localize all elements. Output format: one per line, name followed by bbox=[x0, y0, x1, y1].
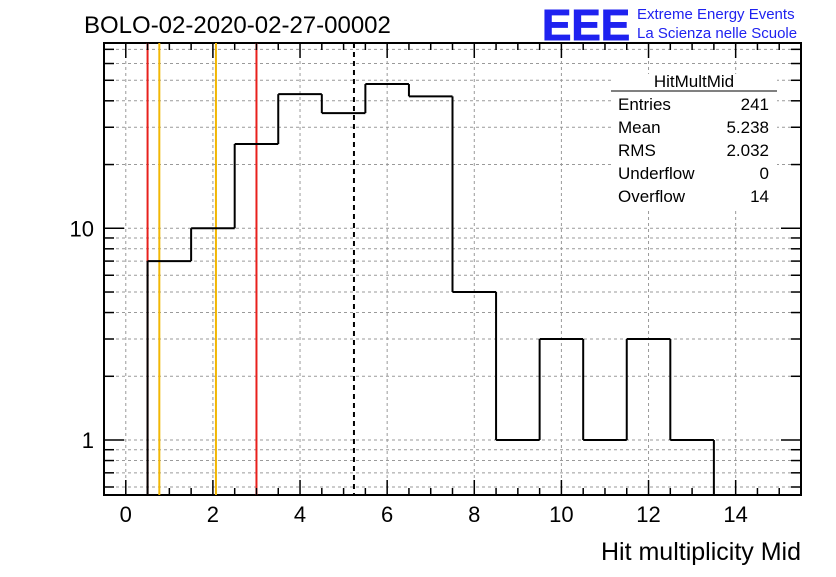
x-tick-label: 2 bbox=[207, 502, 219, 527]
x-tick-label: 8 bbox=[468, 502, 480, 527]
stats-value-entries: 241 bbox=[741, 95, 769, 114]
stats-label-mean: Mean bbox=[618, 118, 661, 137]
chart-title: BOLO-02-2020-02-27-00002 bbox=[84, 12, 391, 39]
stats-value-mean: 5.238 bbox=[726, 118, 769, 137]
stats-label-entries: Entries bbox=[618, 95, 671, 114]
stats-box: HitMultMid Entries 241 Mean 5.238 RMS 2.… bbox=[611, 72, 777, 210]
y-tick-label: 10 bbox=[70, 216, 94, 241]
stats-label-rms: RMS bbox=[618, 141, 656, 160]
axis-ticks bbox=[103, 43, 802, 495]
eee-logo-line2: La Scienza nelle Scuole bbox=[637, 25, 797, 42]
y-tick-label: 1 bbox=[82, 428, 94, 453]
eee-logo-line1: Extreme Energy Events bbox=[637, 6, 795, 23]
x-tick-label: 12 bbox=[636, 502, 660, 527]
x-tick-label: 10 bbox=[549, 502, 573, 527]
stats-value-overflow: 14 bbox=[750, 187, 769, 206]
tick-labels: 0 2 4 6 8 10 12 14 1 10 bbox=[70, 216, 748, 527]
stats-label-underflow: Underflow bbox=[618, 164, 695, 183]
stats-box-background bbox=[611, 74, 777, 210]
marker-lines bbox=[146, 43, 355, 495]
histogram-series bbox=[146, 83, 715, 495]
eee-logo: EEE Extreme Energy Events La Scienza nel… bbox=[542, 1, 798, 51]
stats-label-overflow: Overflow bbox=[618, 187, 686, 206]
x-tick-label: 4 bbox=[294, 502, 306, 527]
stats-value-rms: 2.032 bbox=[726, 141, 769, 160]
stats-value-underflow: 0 bbox=[760, 164, 769, 183]
x-axis-label: Hit multiplicity Mid bbox=[601, 538, 801, 566]
stats-box-title: HitMultMid bbox=[654, 72, 734, 91]
x-tick-label: 14 bbox=[723, 502, 747, 527]
eee-logo-mark: EEE bbox=[542, 1, 630, 50]
x-tick-label: 0 bbox=[120, 502, 132, 527]
x-tick-label: 6 bbox=[381, 502, 393, 527]
